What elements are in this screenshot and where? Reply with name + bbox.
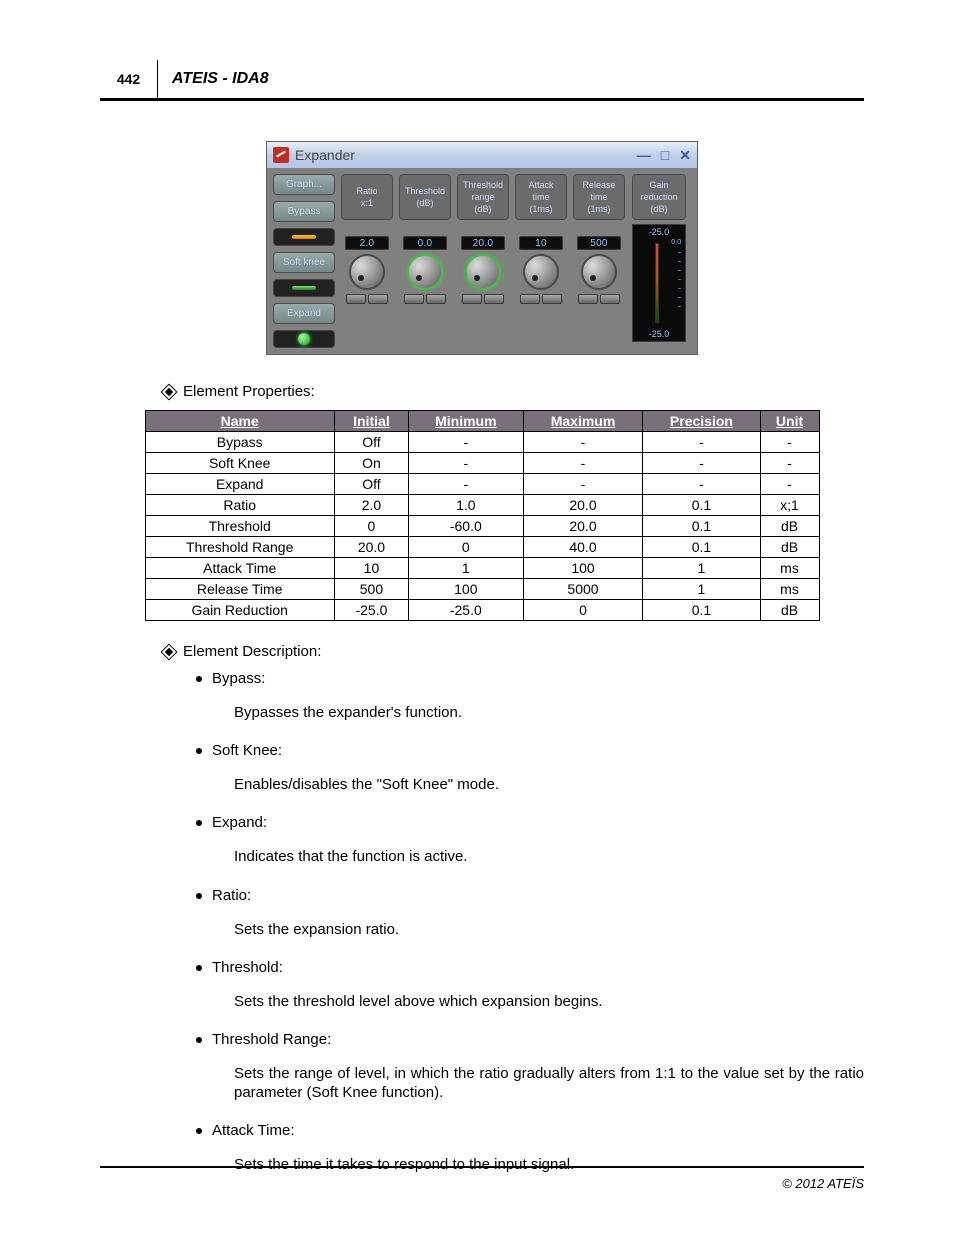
properties-table: NameInitialMinimumMaximumPrecisionUnit B…	[145, 410, 820, 621]
footer: © 2012 ATEÏS	[100, 1166, 864, 1191]
step-down[interactable]	[346, 294, 366, 304]
step-up[interactable]	[600, 294, 620, 304]
softknee-toggle[interactable]	[273, 279, 335, 297]
table-row: BypassOff----	[145, 432, 819, 453]
bullet-icon	[196, 748, 202, 754]
description-item: Ratio: Sets the expansion ratio.	[196, 887, 864, 939]
param-head: Attacktime(1ms)	[515, 174, 567, 220]
description-name: Bypass:	[212, 670, 265, 687]
param-head: Threshold(dB)	[399, 174, 451, 220]
table-row: Attack Time1011001ms	[145, 558, 819, 579]
table-header: Unit	[760, 411, 819, 432]
description-body: Sets the threshold level above which exp…	[234, 992, 864, 1011]
param-col-4: Releasetime(1ms) 500	[573, 174, 625, 348]
param-col-2: Thresholdrange(dB) 20.0	[457, 174, 509, 348]
table-row: Soft KneeOn----	[145, 453, 819, 474]
param-col-1: Threshold(dB) 0.0	[399, 174, 451, 348]
step-down[interactable]	[578, 294, 598, 304]
table-row: Ratio2.01.020.00.1x;1	[145, 495, 819, 516]
step-down[interactable]	[520, 294, 540, 304]
description-name: Soft Knee:	[212, 742, 282, 759]
description-item: Threshold: Sets the threshold level above…	[196, 959, 864, 1011]
param-head: Thresholdrange(dB)	[457, 174, 509, 220]
param-value: 2.0	[345, 236, 389, 250]
param-head: Ratiox:1	[341, 174, 393, 220]
bullet-icon	[196, 820, 202, 826]
minimize-icon[interactable]: —	[637, 147, 651, 164]
knob[interactable]	[581, 254, 617, 290]
description-item: Threshold Range: Sets the range of level,…	[196, 1031, 864, 1102]
description-name: Attack Time:	[212, 1122, 295, 1139]
bypass-button[interactable]: Bypass	[273, 201, 335, 222]
page-number: 442	[100, 60, 158, 98]
gain-head: Gain reduction (dB)	[632, 174, 686, 220]
table-header: Minimum	[409, 411, 524, 432]
element-properties-label: Element Properties:	[163, 383, 864, 400]
description-body: Bypasses the expander's function.	[234, 703, 864, 722]
step-down[interactable]	[404, 294, 424, 304]
page-header: 442 ATEIS - IDA8	[100, 60, 864, 101]
diamond-icon	[161, 383, 178, 400]
bypass-toggle[interactable]	[273, 228, 335, 246]
maximize-icon[interactable]: □	[661, 147, 669, 164]
param-col-3: Attacktime(1ms) 10	[515, 174, 567, 348]
table-header: Initial	[334, 411, 408, 432]
param-value: 20.0	[461, 236, 505, 250]
graph-button[interactable]: Graph...	[273, 174, 335, 195]
knob[interactable]	[465, 254, 501, 290]
description-body: Sets the range of level, in which the ra…	[234, 1064, 864, 1102]
knob[interactable]	[523, 254, 559, 290]
param-value: 10	[519, 236, 563, 250]
description-item: Bypass: Bypasses the expander's function.	[196, 670, 864, 722]
table-row: Gain Reduction-25.0-25.000.1dB	[145, 600, 819, 621]
description-item: Soft Knee: Enables/disables the "Soft Kne…	[196, 742, 864, 794]
description-name: Threshold:	[212, 959, 283, 976]
description-name: Expand:	[212, 814, 267, 831]
step-up[interactable]	[484, 294, 504, 304]
param-value: 0.0	[403, 236, 447, 250]
step-up[interactable]	[542, 294, 562, 304]
table-row: Release Time50010050001ms	[145, 579, 819, 600]
app-icon	[273, 147, 289, 163]
side-column: Graph... Bypass Soft knee Expand	[273, 174, 335, 348]
table-header: Precision	[643, 411, 760, 432]
header-title: ATEIS - IDA8	[158, 60, 269, 98]
close-icon[interactable]: ✕	[679, 147, 691, 164]
bullet-icon	[196, 676, 202, 682]
bullet-icon	[196, 1128, 202, 1134]
expand-button[interactable]: Expand	[273, 303, 335, 324]
table-row: ExpandOff----	[145, 474, 819, 495]
description-name: Ratio:	[212, 887, 251, 904]
diamond-icon	[161, 643, 178, 660]
description-item: Expand: Indicates that the function is ac…	[196, 814, 864, 866]
titlebar: Expander — □ ✕	[267, 142, 697, 168]
param-value: 500	[577, 236, 621, 250]
param-col-0: Ratiox:1 2.0	[341, 174, 393, 348]
led-icon	[298, 333, 310, 345]
window-title: Expander	[295, 147, 637, 163]
bullet-icon	[196, 1037, 202, 1043]
knob[interactable]	[407, 254, 443, 290]
table-row: Threshold Range20.0040.00.1dB	[145, 537, 819, 558]
bullet-icon	[196, 965, 202, 971]
description-body: Indicates that the function is active.	[234, 847, 864, 866]
step-up[interactable]	[426, 294, 446, 304]
gain-column: Gain reduction (dB) -25.0 0.0 -25.0	[631, 174, 687, 348]
expander-window: Expander — □ ✕ Graph... Bypass Soft knee…	[266, 141, 698, 355]
table-header: Name	[145, 411, 334, 432]
step-down[interactable]	[462, 294, 482, 304]
expand-led-button[interactable]	[273, 330, 335, 348]
description-body: Enables/disables the "Soft Knee" mode.	[234, 775, 864, 794]
description-body: Sets the expansion ratio.	[234, 920, 864, 939]
element-description-label: Element Description:	[163, 643, 864, 660]
table-row: Threshold0-60.020.00.1dB	[145, 516, 819, 537]
description-name: Threshold Range:	[212, 1031, 331, 1048]
gain-meter: -25.0 0.0 -25.0	[632, 224, 686, 342]
softknee-button[interactable]: Soft knee	[273, 252, 335, 273]
knob[interactable]	[349, 254, 385, 290]
step-up[interactable]	[368, 294, 388, 304]
table-header: Maximum	[523, 411, 643, 432]
param-head: Releasetime(1ms)	[573, 174, 625, 220]
bullet-icon	[196, 893, 202, 899]
